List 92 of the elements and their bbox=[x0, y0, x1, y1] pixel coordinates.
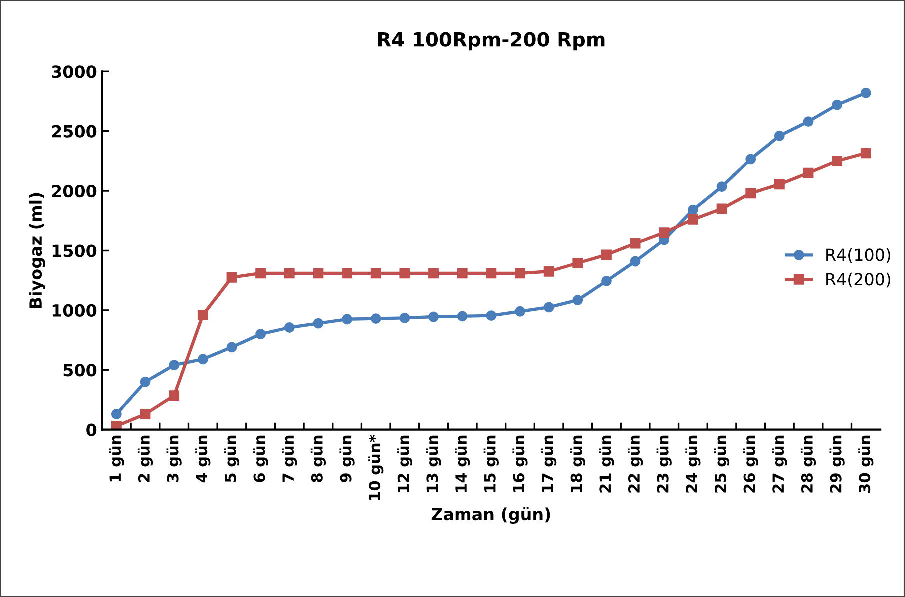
x-tick-label: 12 gün bbox=[397, 436, 412, 492]
point bbox=[486, 268, 497, 279]
point bbox=[602, 276, 612, 286]
point bbox=[370, 268, 382, 279]
x-tick-label: 2 gün bbox=[138, 436, 154, 482]
x-tick-label: 24 gün bbox=[686, 436, 701, 493]
point bbox=[515, 268, 526, 279]
point bbox=[832, 100, 843, 110]
point bbox=[774, 130, 785, 142]
point bbox=[428, 312, 439, 322]
point bbox=[544, 302, 554, 313]
x-tick-label: 3 gün bbox=[166, 436, 182, 482]
point bbox=[572, 258, 584, 268]
point bbox=[544, 266, 554, 277]
point bbox=[111, 421, 122, 430]
point bbox=[832, 156, 843, 166]
x-tick-label: 6 gün bbox=[253, 436, 268, 482]
x-tick-label: 25 gün bbox=[714, 436, 730, 493]
point bbox=[342, 314, 352, 325]
x-tick-label: 4 gün bbox=[196, 436, 211, 483]
x-tick-label: 17 gün bbox=[542, 436, 557, 492]
point bbox=[370, 314, 382, 324]
x-tick-label: 16 gün bbox=[512, 436, 528, 492]
x-tick-label: 7 gün bbox=[282, 436, 298, 482]
point bbox=[803, 116, 814, 127]
point bbox=[284, 322, 295, 333]
x-tick-label: 5 gün bbox=[224, 436, 240, 482]
x-tick-label: 15 gün bbox=[484, 436, 499, 492]
point bbox=[602, 250, 612, 260]
point bbox=[140, 376, 151, 388]
chart-title: R4 100Rpm-200 Rpm bbox=[378, 32, 605, 51]
point bbox=[774, 179, 785, 190]
point bbox=[313, 318, 324, 329]
point bbox=[400, 312, 410, 324]
y-tick-label: 0 bbox=[86, 424, 97, 436]
x-tick-label: 28 gün bbox=[800, 436, 816, 493]
point bbox=[226, 342, 238, 353]
y-tick-label: 2500 bbox=[52, 125, 97, 138]
x-tick-label: 23 gün bbox=[656, 436, 672, 493]
point bbox=[111, 409, 122, 420]
x-tick-label: 21 gün bbox=[599, 436, 614, 493]
point bbox=[342, 268, 352, 279]
x-tick-label: 27 gün bbox=[772, 436, 788, 493]
x-tick-label: 30 gün bbox=[858, 436, 874, 493]
point bbox=[688, 214, 698, 225]
point bbox=[198, 354, 208, 365]
y-axis-title: Biyogaz (ml) bbox=[29, 193, 46, 308]
point bbox=[688, 204, 698, 216]
x-axis-title: Zaman (gün) bbox=[432, 508, 550, 524]
x-tick-label: 26 gün bbox=[743, 436, 758, 493]
point bbox=[746, 188, 756, 199]
point bbox=[256, 268, 266, 279]
point bbox=[630, 256, 641, 267]
y-tick-label: 3000 bbox=[52, 66, 97, 78]
point bbox=[803, 168, 814, 178]
point bbox=[659, 228, 670, 238]
x-tick-label: 22 gün bbox=[628, 436, 644, 493]
x-tick-label: 8 gün bbox=[310, 436, 326, 482]
y-tick-label: 1500 bbox=[52, 244, 97, 258]
point bbox=[313, 268, 324, 279]
x-tick-label: 1 gün bbox=[109, 436, 124, 482]
point bbox=[630, 238, 641, 249]
point bbox=[198, 310, 208, 320]
point bbox=[140, 409, 151, 420]
point bbox=[860, 88, 872, 98]
point bbox=[400, 268, 410, 279]
point bbox=[515, 306, 526, 317]
legend-label: R4(100) bbox=[826, 248, 891, 264]
y-tick-label: 1000 bbox=[52, 304, 97, 318]
x-tick-label: 9 gün bbox=[340, 436, 355, 483]
x-tick-label: 18 gün bbox=[570, 436, 586, 492]
x-tick-label: 10 gün* bbox=[368, 435, 384, 500]
point bbox=[572, 295, 584, 306]
y-tick-label: 2000 bbox=[52, 185, 97, 198]
point bbox=[860, 148, 872, 159]
x-tick-label: 14 gün bbox=[455, 436, 470, 492]
point bbox=[486, 310, 497, 322]
point bbox=[746, 154, 756, 165]
point bbox=[284, 268, 295, 279]
point bbox=[457, 311, 468, 322]
point bbox=[226, 272, 238, 283]
x-tick-label: 29 gün bbox=[830, 436, 845, 493]
point bbox=[169, 360, 180, 371]
point bbox=[256, 329, 266, 340]
point bbox=[716, 182, 728, 192]
x-tick-label: 13 gün bbox=[426, 436, 442, 492]
point bbox=[457, 268, 468, 279]
point bbox=[716, 204, 728, 214]
point bbox=[169, 390, 180, 402]
legend-label: R4(200) bbox=[826, 272, 891, 288]
y-tick-label: 500 bbox=[64, 364, 97, 377]
point bbox=[428, 268, 439, 279]
